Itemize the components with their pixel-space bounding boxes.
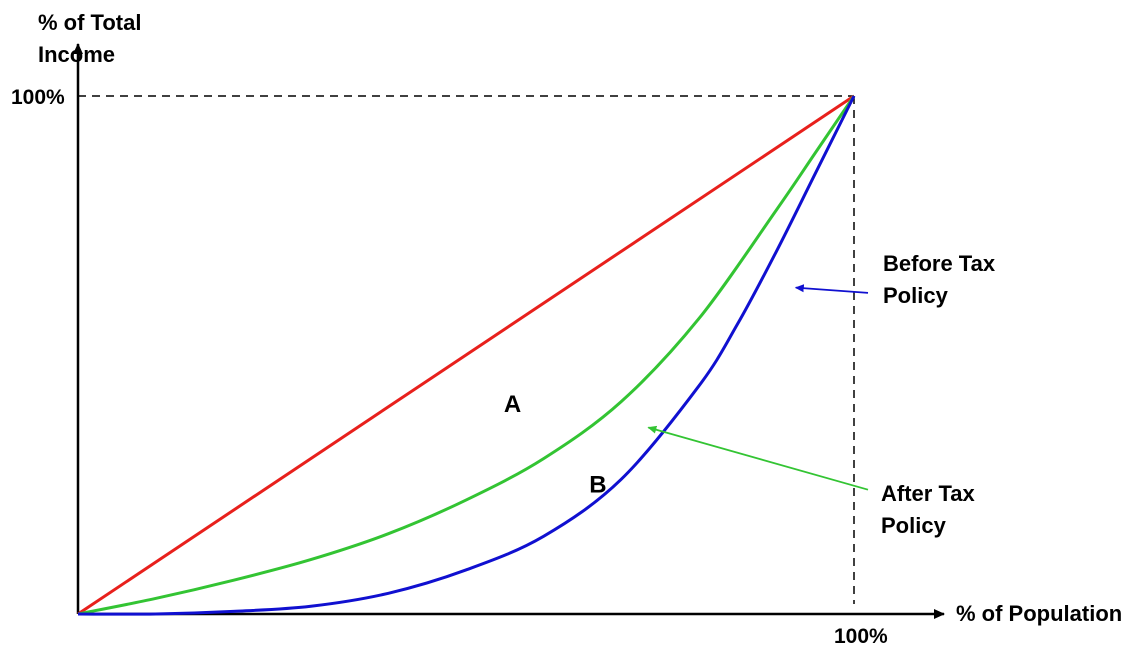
before-tax-arrow <box>794 284 869 294</box>
after-tax-label-line-2: Policy <box>881 513 947 538</box>
before-tax-lorenz-curve <box>77 95 856 616</box>
x-axis-title: % of Population <box>956 601 1122 626</box>
y-axis-title-line-1: % of Total <box>38 10 141 35</box>
after-tax-label-line-1: After Tax <box>881 481 975 506</box>
x-tick-label-100: 100% <box>834 625 888 648</box>
region-label-b: B <box>589 471 606 498</box>
equality-line <box>77 94 855 616</box>
region-label-a: A <box>504 391 521 418</box>
after-tax-arrow <box>647 425 869 491</box>
y-axis-title-line-2: Income <box>38 42 115 67</box>
y-tick-label-100: 100% <box>11 86 65 109</box>
after-tax-lorenz-curve <box>77 95 856 616</box>
before-tax-label-line-1: Before Tax <box>883 251 996 276</box>
before-tax-label-line-2: Policy <box>883 283 949 308</box>
